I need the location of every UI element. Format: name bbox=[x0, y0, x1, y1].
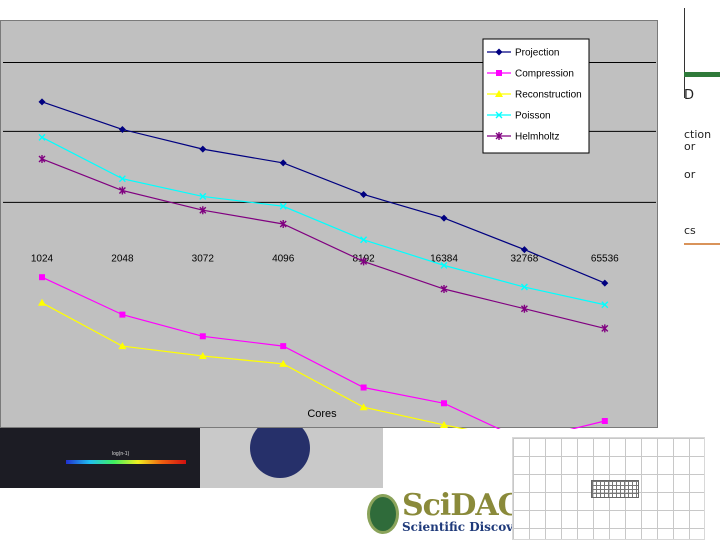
data-point-projection bbox=[520, 246, 528, 254]
legend-label-compression: Compression bbox=[515, 69, 574, 80]
data-point-projection bbox=[279, 159, 287, 167]
data-point-projection bbox=[199, 145, 207, 153]
data-point-helmholtz bbox=[38, 154, 46, 163]
data-point-compression bbox=[360, 384, 367, 391]
data-point-reconstruction bbox=[38, 298, 46, 306]
data-point-compression bbox=[441, 400, 447, 407]
slide-text-fragment: ction bbox=[684, 128, 712, 141]
data-point-projection bbox=[601, 279, 609, 287]
data-point-reconstruction bbox=[198, 351, 207, 359]
legend-marker-poisson bbox=[495, 111, 503, 119]
data-point-compression bbox=[601, 418, 608, 424]
logo-title: SciDAC bbox=[402, 488, 521, 523]
data-point-poisson bbox=[360, 236, 368, 244]
x-tick-label: 1024 bbox=[31, 253, 54, 264]
visualization-image: log(n-1) bbox=[0, 428, 383, 488]
data-point-reconstruction bbox=[279, 359, 288, 367]
series-line-helmholtz bbox=[41, 158, 605, 329]
data-point-poisson bbox=[601, 301, 609, 309]
data-point-compression bbox=[280, 343, 287, 350]
data-point-poisson bbox=[279, 202, 287, 210]
mesh-refined-region bbox=[591, 480, 639, 498]
legend-label-poisson: Poisson bbox=[515, 111, 551, 122]
data-point-compression bbox=[39, 274, 45, 281]
chart-canvas: 1024 2048 3072 4096 8192 16384 32768 65536Cores… bbox=[3, 38, 656, 429]
slide-text-fragment: or bbox=[684, 168, 696, 181]
x-axis-title: Cores bbox=[307, 408, 337, 420]
data-point-reconstruction bbox=[440, 420, 448, 428]
legend-marker-compression bbox=[496, 70, 502, 76]
data-point-helmholtz bbox=[199, 206, 207, 215]
logo-subtitle: Scientific Discovery bbox=[402, 520, 512, 534]
series-line-compression bbox=[41, 276, 605, 429]
data-point-projection bbox=[38, 98, 46, 106]
legend-label-reconstruction: Reconstruction bbox=[515, 90, 582, 101]
data-point-poisson bbox=[38, 133, 46, 141]
mesh-image bbox=[512, 437, 705, 540]
slide-text-fragment: cs bbox=[684, 224, 696, 237]
slide-accent-line bbox=[684, 243, 720, 245]
legend-marker-helmholtz bbox=[495, 132, 503, 140]
doe-seal-icon bbox=[367, 494, 399, 534]
data-point-compression bbox=[199, 333, 206, 340]
data-point-projection bbox=[440, 214, 448, 222]
series-line-projection bbox=[41, 101, 606, 284]
slide-text-fragment: D bbox=[684, 88, 695, 103]
legend-marker-reconstruction bbox=[495, 90, 503, 97]
visualization-sphere bbox=[250, 428, 310, 478]
data-point-reconstruction bbox=[118, 342, 127, 350]
series-line-reconstruction bbox=[41, 302, 468, 429]
x-tick-label: 4096 bbox=[272, 253, 295, 264]
data-point-poisson bbox=[118, 175, 126, 183]
x-tick-label: 2048 bbox=[111, 253, 134, 264]
data-point-compression bbox=[119, 311, 126, 318]
series-line-poisson bbox=[41, 136, 605, 306]
legend-label-helmholtz: Helmholtz bbox=[515, 132, 559, 143]
data-point-helmholtz bbox=[118, 186, 126, 195]
data-point-poisson bbox=[199, 192, 207, 200]
slide-accent-bar bbox=[684, 72, 720, 77]
x-tick-label: 65536 bbox=[591, 253, 619, 264]
data-point-poisson bbox=[440, 261, 448, 269]
x-tick-label: 16384 bbox=[430, 253, 458, 264]
slide-divider bbox=[684, 8, 685, 98]
line-chart: 1024 2048 3072 4096 8192 16384 32768 65536 Cores… bbox=[0, 20, 658, 429]
colorbar-label: log(n-1) bbox=[112, 451, 130, 457]
data-point-projection bbox=[360, 190, 368, 198]
x-tick-label: 3072 bbox=[192, 253, 215, 264]
data-point-helmholtz bbox=[601, 324, 609, 333]
legend-marker-projection bbox=[495, 48, 503, 56]
data-point-helmholtz bbox=[520, 304, 528, 313]
legend-label-projection: Projection bbox=[515, 48, 559, 59]
data-point-helmholtz bbox=[440, 285, 448, 294]
data-point-helmholtz bbox=[360, 257, 368, 266]
data-point-helmholtz bbox=[279, 220, 287, 228]
colorbar bbox=[66, 460, 186, 464]
slide-text-fragment: or bbox=[684, 140, 696, 153]
visualization-dark-panel bbox=[0, 428, 200, 488]
data-point-reconstruction bbox=[359, 403, 368, 411]
data-point-projection bbox=[118, 125, 126, 133]
x-tick-label: 32768 bbox=[510, 253, 538, 264]
data-point-poisson bbox=[520, 283, 528, 291]
